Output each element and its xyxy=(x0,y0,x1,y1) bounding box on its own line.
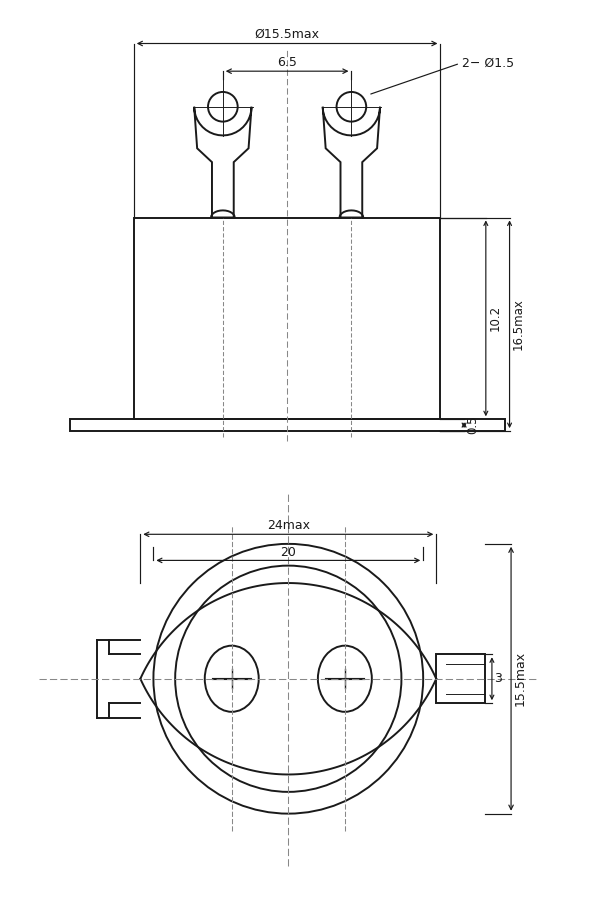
Text: 0.5: 0.5 xyxy=(466,416,479,434)
Text: 10.2: 10.2 xyxy=(488,305,501,331)
Bar xyxy=(436,654,485,703)
Text: Ø15.5max: Ø15.5max xyxy=(255,27,320,41)
Text: 6.5: 6.5 xyxy=(277,56,297,69)
Text: 3: 3 xyxy=(494,672,501,685)
Text: 16.5max: 16.5max xyxy=(512,299,525,350)
Text: 2− Ø1.5: 2− Ø1.5 xyxy=(462,57,514,70)
Text: 20: 20 xyxy=(280,546,296,558)
Text: 15.5max: 15.5max xyxy=(514,652,527,706)
Text: 24max: 24max xyxy=(267,519,310,531)
